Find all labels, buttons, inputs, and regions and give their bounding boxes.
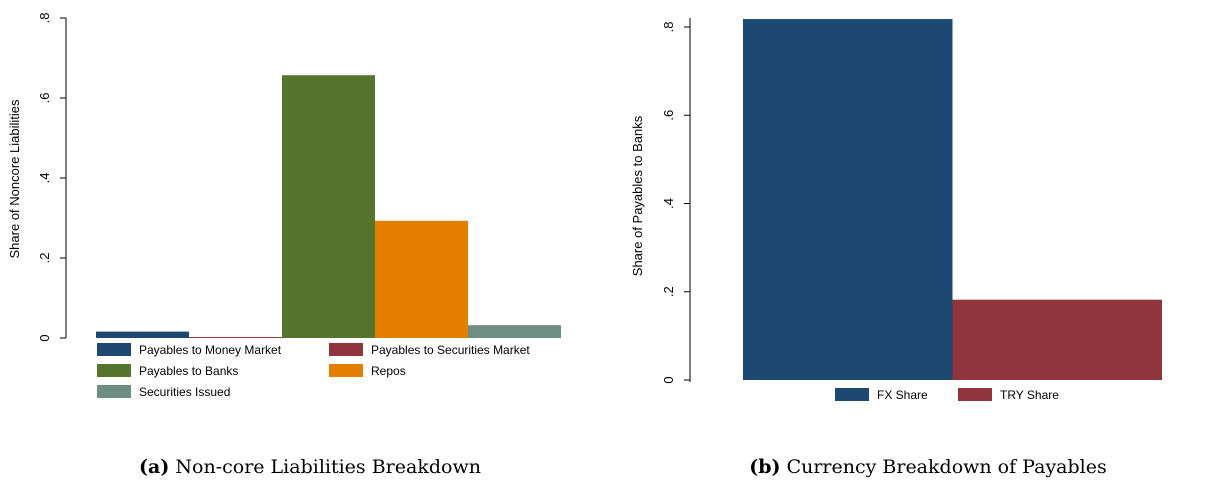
panel-b-y-tick-label: 0 bbox=[661, 376, 676, 383]
panel-a-caption-label: (a) bbox=[139, 456, 169, 478]
panel-a-noncore-liabilities: 0 .2 .4 .6 .8 Share of Noncore Liabilities P… bbox=[7, 13, 561, 478]
panel-a-y-axis-label: Share of Noncore Liabilities bbox=[7, 99, 22, 258]
panel-a-caption-title: Non-core Liabilities Breakdown bbox=[175, 456, 481, 478]
panel-a-bar-payables-to-securities-market bbox=[189, 337, 282, 338]
panel-a-y-tick-label: .8 bbox=[37, 13, 52, 24]
panel-a-legend-label-payables-to-money-market: Payables to Money Market bbox=[139, 343, 282, 357]
panel-b-y-tick-label: .2 bbox=[661, 286, 676, 297]
panel-b-caption-title: Currency Breakdown of Payables bbox=[787, 456, 1107, 478]
panel-a-bars bbox=[96, 75, 561, 338]
panel-b-y-tick-label: .4 bbox=[661, 198, 676, 209]
panel-b-bar-fx-share bbox=[743, 19, 953, 381]
panel-b-legend-swatch-fx-share bbox=[835, 388, 869, 401]
panel-b-legend: FX Share TRY Share bbox=[835, 388, 1059, 402]
panel-a-legend-swatch-payables-to-securities-market bbox=[329, 343, 363, 356]
panel-b-y-tick-label: .8 bbox=[661, 22, 676, 33]
panel-b-legend-swatch-try-share bbox=[958, 388, 992, 401]
panel-a-legend-swatch-payables-to-money-market bbox=[97, 343, 131, 356]
panel-a-bar-payables-to-money-market bbox=[96, 331, 189, 338]
panel-b-y-ticks: 0 .2 .4 .6 .8 bbox=[661, 22, 690, 384]
panel-b-currency-breakdown: 0 .2 .4 .6 .8 Share of Payables to Banks FX … bbox=[630, 18, 1162, 478]
panel-a-y-tick-label: 0 bbox=[37, 334, 52, 341]
panel-a-y-tick-label: .2 bbox=[37, 253, 52, 264]
panel-b-y-axis-label: Share of Payables to Banks bbox=[630, 115, 645, 276]
panel-a-y-ticks: 0 .2 .4 .6 .8 bbox=[37, 13, 66, 342]
panel-a-bar-securities-issued bbox=[468, 325, 561, 338]
panel-a-bar-repos bbox=[375, 220, 468, 338]
panel-a-legend-label-securities-issued: Securities Issued bbox=[139, 385, 230, 399]
panel-a-legend-label-repos: Repos bbox=[371, 364, 406, 378]
panel-a-legend: Payables to Money Market Payables to Secu… bbox=[97, 343, 530, 399]
panel-a-caption: (a) Non-core Liabilities Breakdown bbox=[139, 456, 481, 478]
panel-b-bar-try-share bbox=[952, 299, 1162, 380]
panel-a-y-tick-label: .4 bbox=[37, 173, 52, 184]
panel-a-y-tick-label: .6 bbox=[37, 93, 52, 104]
panel-b-legend-label-fx-share: FX Share bbox=[877, 388, 928, 402]
panel-a-legend-swatch-repos bbox=[329, 364, 363, 377]
panel-b-caption: (b) Currency Breakdown of Payables bbox=[749, 456, 1106, 478]
panel-b-caption-label: (b) bbox=[749, 456, 780, 478]
panel-a-legend-swatch-securities-issued bbox=[97, 385, 131, 398]
panel-b-bars bbox=[743, 19, 1162, 381]
panel-a-legend-label-payables-to-securities-market: Payables to Securities Market bbox=[371, 343, 530, 357]
panel-b-y-tick-label: .6 bbox=[661, 110, 676, 121]
panel-a-legend-label-payables-to-banks: Payables to Banks bbox=[139, 364, 238, 378]
panel-a-legend-swatch-payables-to-banks bbox=[97, 364, 131, 377]
panel-a-bar-payables-to-banks bbox=[282, 75, 375, 338]
panel-b-legend-label-try-share: TRY Share bbox=[1000, 388, 1059, 402]
